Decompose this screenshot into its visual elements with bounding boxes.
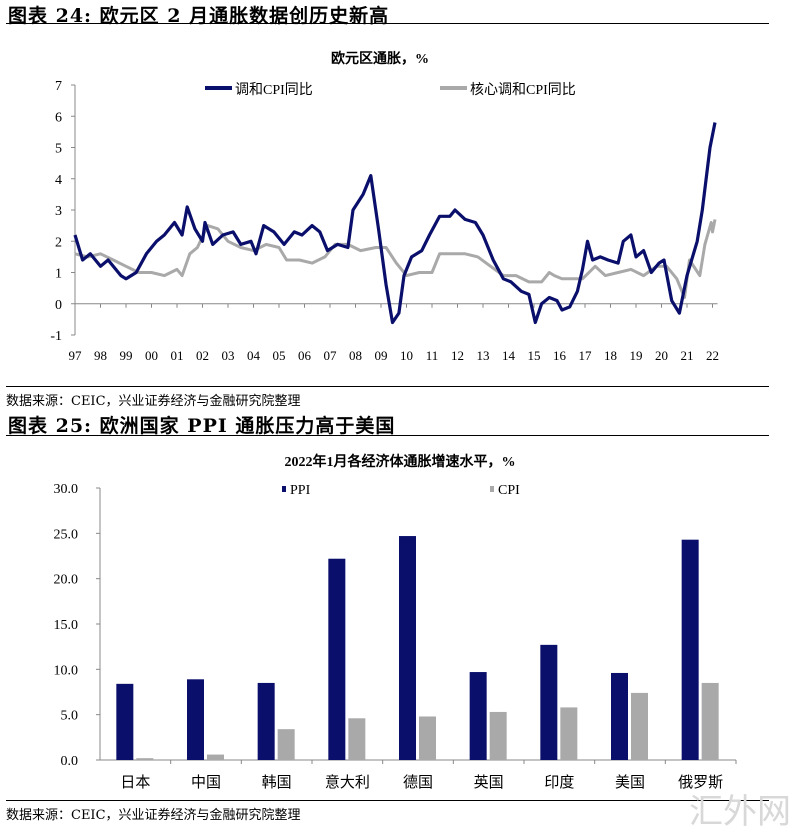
y-tick-label: 6 <box>55 110 62 125</box>
figure-25-title: 图表 25: 欧洲国家 PPI 通胀压力高于美国 <box>8 415 396 437</box>
x-tick-label: 15 <box>528 348 541 363</box>
x-tick-label: 12 <box>451 348 464 363</box>
title-underline <box>6 23 769 24</box>
y-tick-label: 10.0 <box>54 663 79 678</box>
figure-24-source: 数据来源：CEIC，兴业证券经济与金融研究院整理 <box>6 394 301 409</box>
x-tick-label: 04 <box>247 348 261 363</box>
x-tick-label: 16 <box>553 348 567 363</box>
y-tick-label: 5 <box>55 142 62 157</box>
y-tick-label: 5.0 <box>61 709 79 724</box>
x-tick-label: 08 <box>349 348 362 363</box>
x-tick-label: 20 <box>655 348 668 363</box>
x-tick-label: 99 <box>120 348 133 363</box>
x-tick-label: 03 <box>222 348 235 363</box>
bar-cpi <box>631 692 648 760</box>
x-tick-label: 13 <box>477 348 490 363</box>
bar-cpi <box>560 707 578 760</box>
bar-cpi <box>489 711 507 760</box>
y-tick-label: 0 <box>55 298 62 313</box>
y-tick-label: -1 <box>50 329 62 344</box>
x-tick-label: 19 <box>630 348 643 363</box>
legend-swatch <box>490 486 494 492</box>
y-tick-label: 25.0 <box>54 527 79 542</box>
y-tick-label: 15.0 <box>54 618 79 633</box>
bar-ppi <box>399 536 416 760</box>
bar-cpi <box>348 718 366 760</box>
legend-swatch <box>282 486 286 492</box>
chart-title: 2022年1月各经济体通胀增速水平，% <box>285 453 516 470</box>
legend-label: PPI <box>290 483 311 498</box>
x-tick-label: 07 <box>324 348 338 363</box>
y-tick-label: 3 <box>55 204 62 219</box>
watermark: 汇外网 <box>689 792 791 832</box>
bar-cpi <box>701 682 719 760</box>
bar-cpi <box>419 716 436 760</box>
bar-ppi <box>540 644 558 760</box>
x-tick-label: 俄罗斯 <box>678 774 723 791</box>
legend-label: CPI <box>498 483 520 498</box>
x-tick-label: 05 <box>273 348 286 363</box>
source-divider <box>6 386 769 387</box>
x-tick-label: 09 <box>375 348 388 363</box>
x-tick-label: 17 <box>579 348 593 363</box>
source-divider <box>6 800 769 801</box>
series-line-hicp <box>73 122 717 325</box>
y-tick-label: 7 <box>55 79 62 94</box>
x-tick-label: 21 <box>681 348 694 363</box>
legend-label: 调和CPI同比 <box>235 82 313 98</box>
y-tick-label: 4 <box>55 173 62 188</box>
legend-label: 核心调和CPI同比 <box>470 82 576 98</box>
x-tick-label: 97 <box>69 348 83 363</box>
x-tick-label: 印度 <box>544 774 574 791</box>
x-tick-label: 00 <box>145 348 158 363</box>
bar-ppi <box>469 672 487 760</box>
x-tick-label: 06 <box>298 348 312 363</box>
x-tick-label: 18 <box>604 348 617 363</box>
x-tick-label: 14 <box>502 348 516 363</box>
y-tick-label: 30.0 <box>54 482 79 497</box>
x-tick-label: 02 <box>196 348 209 363</box>
x-tick-label: 德国 <box>403 773 433 791</box>
inflation-by-economy-bar-chart: 2022年1月各经济体通胀增速水平，% 0.0 5.0 10.0 15.0 20.0 25.… <box>54 453 737 791</box>
x-tick-label: 11 <box>426 348 439 363</box>
bar-cpi <box>207 754 224 760</box>
y-tick-label: 0.0 <box>61 754 79 769</box>
chart-title: 欧元区通胀，% <box>331 50 429 67</box>
bar-ppi <box>257 682 275 760</box>
x-tick-label: 中国 <box>191 774 221 791</box>
x-tick-label: 10 <box>400 348 413 363</box>
x-tick-label: 日本 <box>120 774 150 791</box>
x-tick-label: 意大利 <box>325 773 370 791</box>
x-tick-label: 98 <box>94 348 107 363</box>
bar-ppi <box>328 558 346 760</box>
x-tick-label: 韩国 <box>262 774 292 791</box>
figure-24-title: 图表 24: 欧元区 2 月通胀数据创历史新高 <box>8 5 390 27</box>
x-tick-label: 英国 <box>474 773 504 791</box>
bar-ppi <box>116 683 134 760</box>
bar-cpi <box>277 729 295 760</box>
bar-ppi <box>681 539 699 760</box>
x-tick-label: 22 <box>706 348 719 363</box>
x-tick-label: 美国 <box>615 774 645 791</box>
figure-25-source: 数据来源：CEIC，兴业证券经济与金融研究院整理 <box>6 808 301 823</box>
series-line-core-hicp <box>74 219 717 299</box>
bar-ppi <box>611 672 628 760</box>
y-tick-label: 1 <box>55 267 62 282</box>
title-underline <box>6 435 769 436</box>
bar-ppi <box>187 679 204 760</box>
bar-cpi <box>136 758 154 760</box>
x-tick-label: 01 <box>171 348 184 363</box>
y-tick-label: 2 <box>55 235 62 250</box>
y-tick-label: 20.0 <box>54 573 79 588</box>
